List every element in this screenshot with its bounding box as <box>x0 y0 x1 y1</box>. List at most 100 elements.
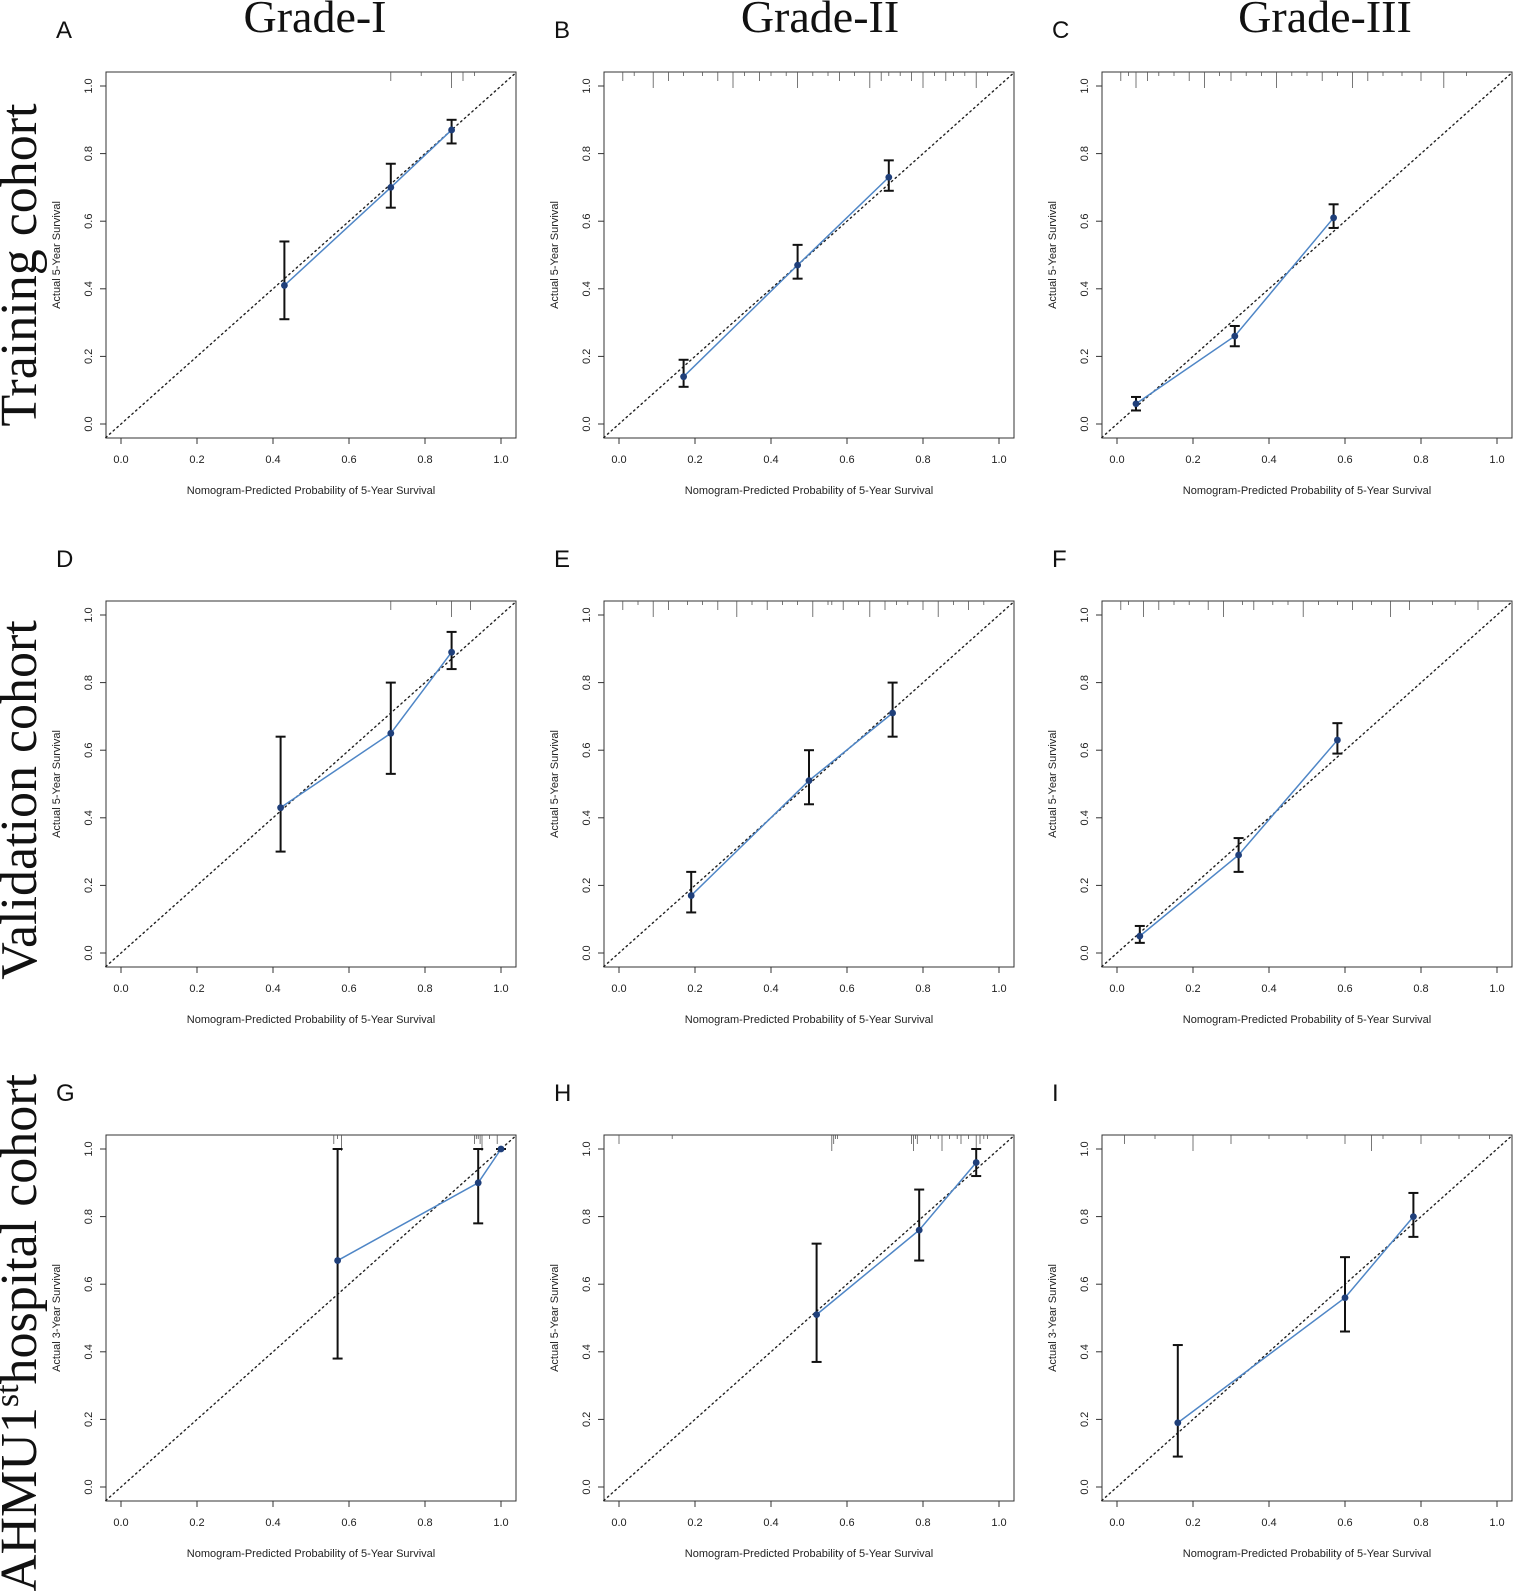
data-point-f-0 <box>1136 932 1144 940</box>
column-title-grade-1: Grade-I <box>243 0 386 42</box>
ideal-diagonal-g <box>105 1134 517 1502</box>
y-tick-label-c-0: 0.0 <box>1079 416 1091 431</box>
x-axis-label-e: Nomogram-Predicted Probability of 5-Year… <box>685 1014 933 1026</box>
ideal-diagonal-c <box>1101 71 1513 439</box>
x-tick-label-d-0: 0.0 <box>113 983 128 995</box>
data-point-e-1 <box>805 777 813 785</box>
x-tick-label-c-2: 0.4 <box>1261 454 1276 466</box>
panel-letter-h: H <box>554 1080 571 1107</box>
row-title-ahmu-main: AHMU1 <box>0 1407 48 1591</box>
y-axis-label-b: Actual 5-Year Survival <box>549 201 561 309</box>
x-tick-label-c-4: 0.8 <box>1413 454 1428 466</box>
x-tick-label-b-5: 1.0 <box>991 454 1006 466</box>
data-point-i-0 <box>1174 1419 1182 1427</box>
data-point-d-2 <box>448 648 455 656</box>
y-tick-label-e-5: 1.0 <box>581 607 593 622</box>
x-tick-label-e-1: 0.2 <box>687 983 702 995</box>
x-tick-label-i-1: 0.2 <box>1185 1517 1200 1529</box>
x-tick-label-b-1: 0.2 <box>687 454 702 466</box>
y-tick-label-g-4: 0.8 <box>83 1209 95 1224</box>
x-axis-label-a: Nomogram-Predicted Probability of 5-Year… <box>187 485 435 497</box>
x-tick-label-a-5: 1.0 <box>493 454 508 466</box>
y-tick-label-a-0: 0.0 <box>83 416 95 431</box>
y-tick-label-b-5: 1.0 <box>581 78 593 93</box>
panel-letter-d: D <box>56 546 73 573</box>
ideal-diagonal-f <box>1101 600 1513 968</box>
x-tick-label-i-3: 0.6 <box>1337 1517 1352 1529</box>
y-axis-label-i: Actual 3-Year Survival <box>1047 1264 1059 1372</box>
y-axis-label-d: Actual 5-Year Survival <box>51 730 63 838</box>
ideal-diagonal-d <box>105 600 517 968</box>
panel-letter-g: G <box>56 1080 75 1107</box>
column-title-grade-2: Grade-II <box>741 0 899 42</box>
y-tick-label-i-5: 1.0 <box>1079 1141 1091 1156</box>
panels-group: A 0.0 0.2 0.4 0.6 0.8 1.0 0.0 0.2 0.4 0.6 0.8 1.0 Nom… <box>51 17 1513 1560</box>
x-tick-label-e-5: 1.0 <box>991 983 1006 995</box>
x-axis-label-d: Nomogram-Predicted Probability of 5-Year… <box>187 1014 435 1026</box>
y-tick-label-d-3: 0.6 <box>83 743 95 758</box>
y-tick-label-c-5: 1.0 <box>1079 78 1091 93</box>
x-tick-label-h-5: 1.0 <box>991 1517 1006 1529</box>
x-tick-label-e-0: 0.0 <box>611 983 626 995</box>
x-tick-label-e-2: 0.4 <box>763 983 778 995</box>
data-point-f-2 <box>1334 736 1341 744</box>
data-point-e-0 <box>687 892 695 899</box>
plot-frame-e <box>603 600 1015 968</box>
x-tick-label-b-0: 0.0 <box>611 454 626 466</box>
panel-letter-i: I <box>1052 1080 1059 1107</box>
x-tick-label-f-0: 0.0 <box>1109 983 1124 995</box>
x-tick-label-a-4: 0.8 <box>417 454 432 466</box>
y-tick-label-h-5: 1.0 <box>581 1141 593 1156</box>
x-tick-label-h-4: 0.8 <box>915 1517 930 1529</box>
x-tick-label-f-1: 0.2 <box>1185 983 1200 995</box>
panel-d: D 0.0 0.2 0.4 0.6 0.8 1.0 0.0 0.2 0.4 0.6 0.8 1.0 Nom… <box>51 546 517 1026</box>
panel-i: I 0.0 0.2 0.4 0.6 0.8 1.0 0.0 0.2 0.4 0.6 0.8 1.0 Nom… <box>1047 1080 1513 1560</box>
x-tick-label-d-4: 0.8 <box>417 983 432 995</box>
y-tick-label-d-1: 0.2 <box>83 878 95 893</box>
x-tick-label-h-0: 0.0 <box>611 1517 626 1529</box>
data-point-g-2 <box>497 1145 505 1153</box>
y-tick-label-e-1: 0.2 <box>581 878 593 893</box>
x-tick-label-f-4: 0.8 <box>1413 983 1428 995</box>
x-axis-label-b: Nomogram-Predicted Probability of 5-Year… <box>685 485 933 497</box>
observed-line-b <box>683 176 890 378</box>
y-tick-label-d-4: 0.8 <box>83 675 95 690</box>
y-tick-label-i-0: 0.0 <box>1079 1479 1091 1494</box>
y-tick-label-i-1: 0.2 <box>1079 1412 1091 1427</box>
y-tick-label-g-5: 1.0 <box>83 1141 95 1156</box>
data-point-b-2 <box>885 173 893 181</box>
column-title-grade-3: Grade-III <box>1238 0 1412 42</box>
x-tick-label-e-3: 0.6 <box>839 983 854 995</box>
x-tick-label-h-3: 0.6 <box>839 1517 854 1529</box>
y-axis-label-e: Actual 5-Year Survival <box>549 730 561 838</box>
observed-line-c <box>1135 217 1335 405</box>
plot-frame-g <box>105 1134 517 1502</box>
y-axis-label-h: Actual 5-Year Survival <box>549 1264 561 1372</box>
x-tick-label-h-1: 0.2 <box>687 1517 702 1529</box>
y-tick-label-f-5: 1.0 <box>1079 607 1091 622</box>
data-point-c-0 <box>1132 400 1140 408</box>
panel-h: H 0.0 0.2 0.4 0.6 0.8 1.0 0.0 0.2 0.4 0.6 0.8 1.0 Nom… <box>549 1080 1015 1560</box>
x-axis-label-f: Nomogram-Predicted Probability of 5-Year… <box>1183 1014 1431 1026</box>
x-tick-label-g-5: 1.0 <box>493 1517 508 1529</box>
x-tick-label-d-3: 0.6 <box>341 983 356 995</box>
x-tick-label-g-3: 0.6 <box>341 1517 356 1529</box>
y-tick-label-d-0: 0.0 <box>83 945 95 960</box>
x-tick-label-i-2: 0.4 <box>1261 1517 1276 1529</box>
y-tick-label-a-4: 0.8 <box>83 146 95 161</box>
y-tick-label-a-3: 0.6 <box>83 214 95 229</box>
y-tick-label-e-4: 0.8 <box>581 675 593 690</box>
ideal-diagonal-a <box>105 71 517 439</box>
x-tick-label-f-3: 0.6 <box>1337 983 1352 995</box>
x-tick-label-g-0: 0.0 <box>113 1517 128 1529</box>
x-tick-label-i-5: 1.0 <box>1489 1517 1504 1529</box>
x-tick-label-g-1: 0.2 <box>189 1517 204 1529</box>
panel-letter-a: A <box>56 17 72 44</box>
x-axis-label-g: Nomogram-Predicted Probability of 5-Year… <box>187 1548 435 1560</box>
data-point-h-2 <box>972 1159 980 1166</box>
x-tick-label-i-4: 0.8 <box>1413 1517 1428 1529</box>
y-axis-label-g: Actual 3-Year Survival <box>51 1264 63 1372</box>
observed-line-h <box>816 1162 977 1316</box>
y-tick-label-h-1: 0.2 <box>581 1412 593 1427</box>
ideal-diagonal-i <box>1101 1134 1513 1502</box>
